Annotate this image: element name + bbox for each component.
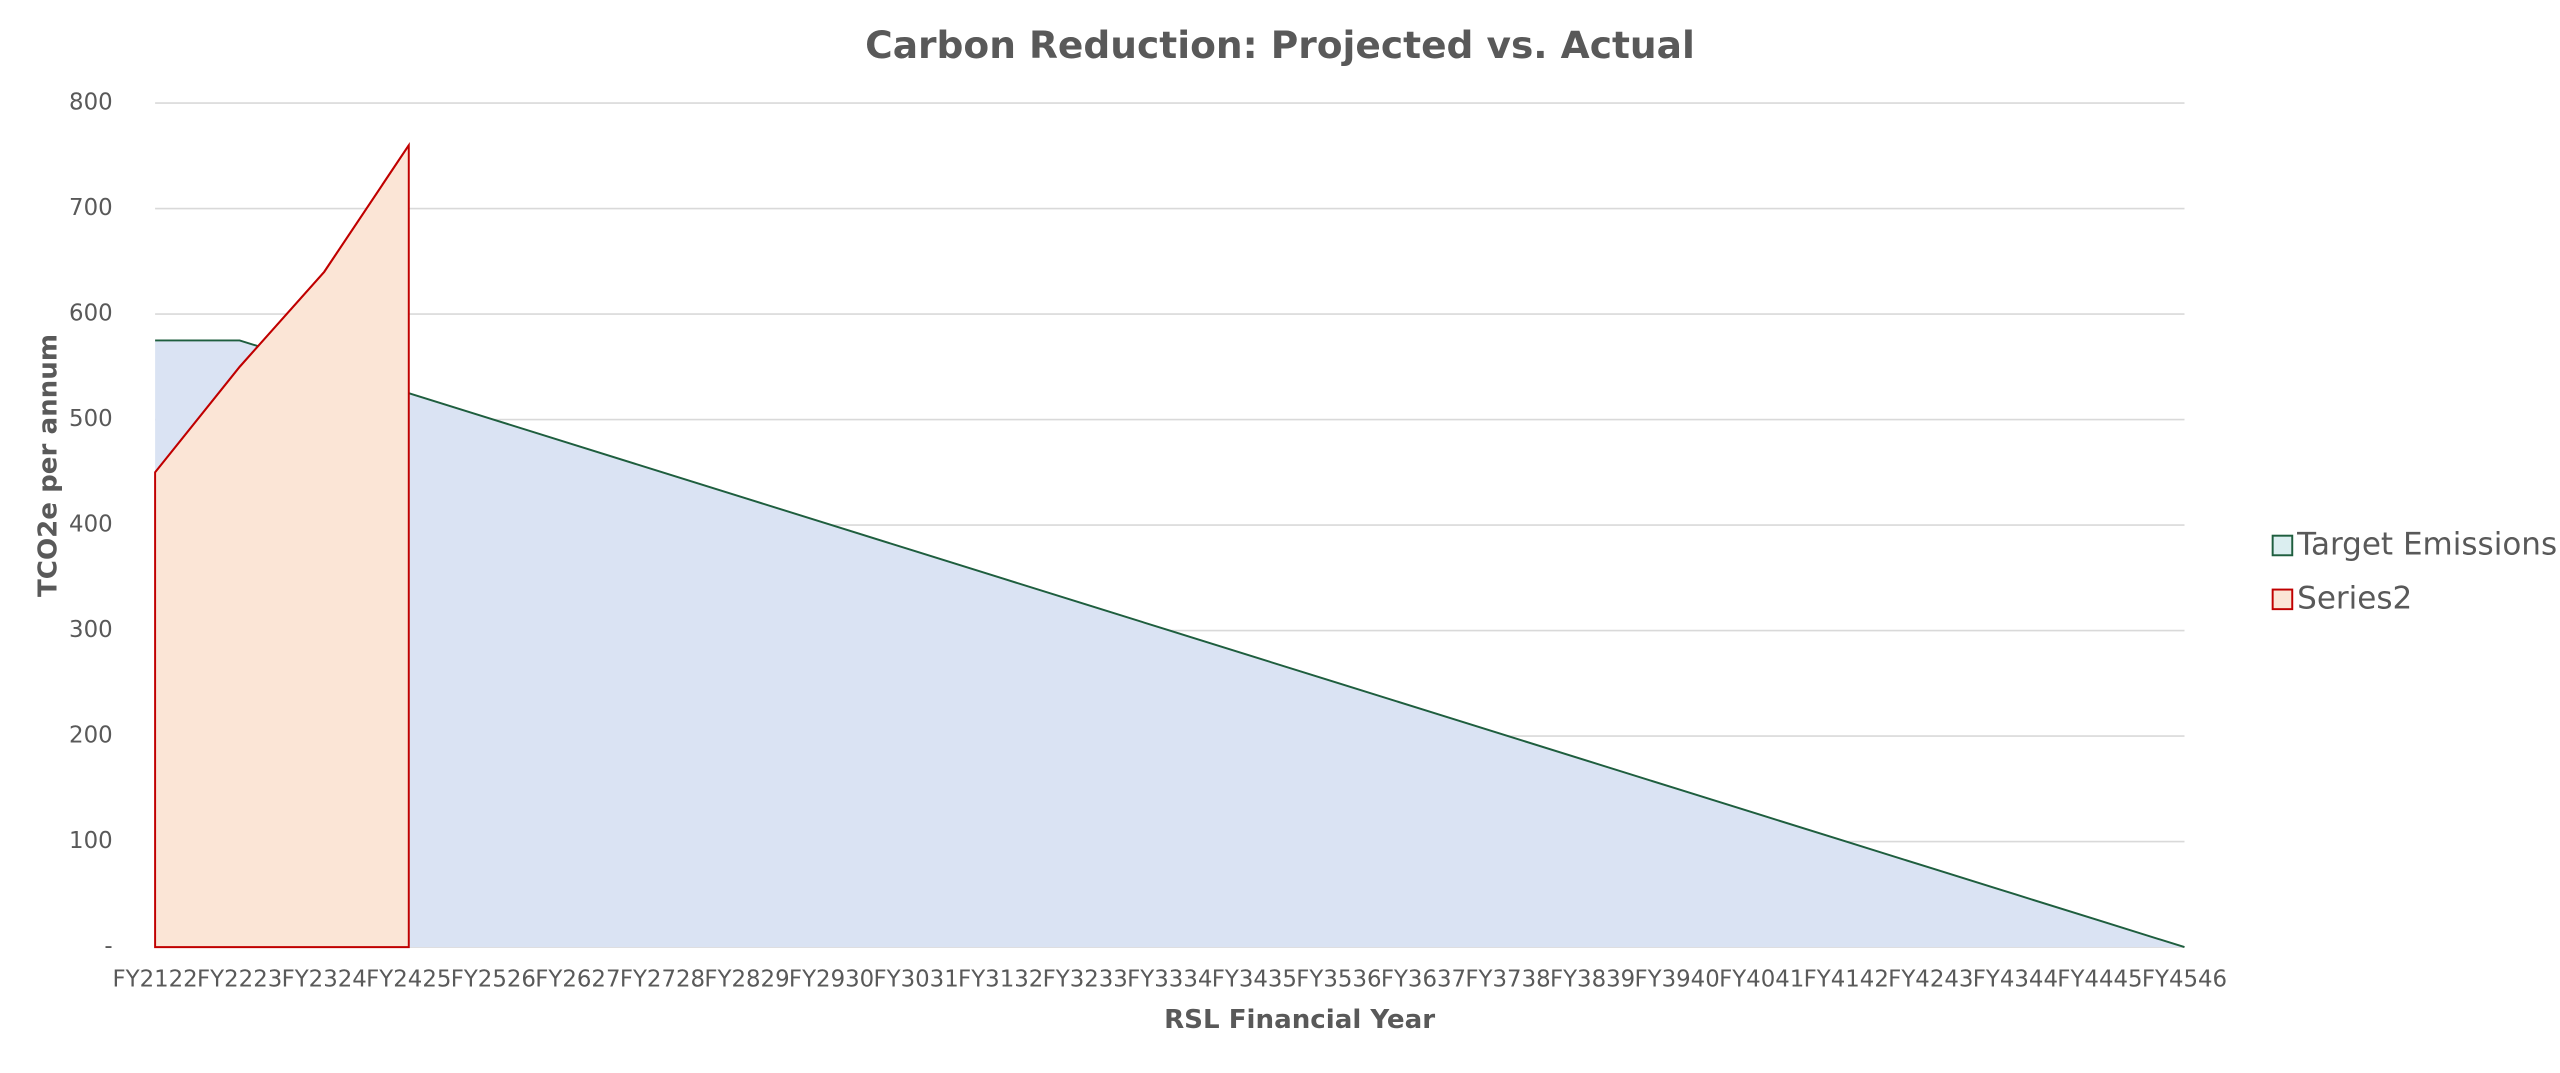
y-tick-label: 700: [69, 195, 113, 221]
area-line: [154, 144, 410, 473]
area-fill: [155, 340, 2185, 948]
x-tick-label: FY2829: [704, 966, 789, 992]
x-axis-title: RSL Financial Year: [1164, 1005, 1435, 1035]
y-tick-label: 100: [69, 828, 113, 854]
x-tick-label: FY2223: [197, 966, 282, 992]
x-tick-label: FY3435: [1212, 966, 1297, 992]
x-tick-label: FY2930: [789, 966, 874, 992]
area-fill: [154, 142, 410, 949]
x-tick-label: FY3839: [1550, 966, 1635, 992]
x-tick-label: FY2425: [366, 966, 451, 992]
x-tick-label: FY4344: [1973, 966, 2058, 992]
y-tick-label: 800: [69, 90, 113, 116]
x-tick-label: FY4142: [1804, 966, 1889, 992]
legend-swatch: [2271, 588, 2294, 611]
y-tick-label: 300: [69, 617, 113, 643]
x-tick-label: FY2122: [112, 966, 197, 992]
x-tick-label: FY2728: [620, 966, 705, 992]
y-tick-label: 400: [69, 512, 113, 538]
x-tick-label: FY4243: [1888, 966, 1973, 992]
y-axis-title: TCO2e per annum: [33, 334, 63, 597]
legend-label: Target Emissions: [2296, 526, 2557, 562]
x-tick-label: FY2627: [535, 966, 620, 992]
y-tick-label: -: [104, 934, 112, 960]
legend-label: Series2: [2297, 580, 2412, 616]
area-line: [155, 339, 2185, 949]
x-tick-label: FY3334: [1127, 966, 1212, 992]
legend-swatch: [2271, 534, 2294, 557]
x-tick-label: FY4445: [2057, 966, 2142, 992]
y-tick-label: 500: [69, 406, 113, 432]
x-tick-label: FY4041: [1719, 966, 1804, 992]
chart-title: Carbon Reduction: Projected vs. Actual: [865, 23, 1695, 67]
x-tick-label: FY2526: [451, 966, 536, 992]
x-tick-label: FY2324: [282, 966, 367, 992]
x-tick-label: FY3940: [1635, 966, 1720, 992]
x-tick-label: FY3637: [1381, 966, 1466, 992]
y-tick-label: 200: [69, 723, 113, 749]
x-tick-label: FY3536: [1296, 966, 1381, 992]
x-tick-label: FY3031: [874, 966, 959, 992]
x-tick-label: FY3132: [958, 966, 1043, 992]
x-tick-label: FY3738: [1465, 966, 1550, 992]
x-tick-label: FY3233: [1043, 966, 1128, 992]
x-tick-label: FY4546: [2142, 966, 2227, 992]
y-tick-label: 600: [69, 301, 113, 327]
